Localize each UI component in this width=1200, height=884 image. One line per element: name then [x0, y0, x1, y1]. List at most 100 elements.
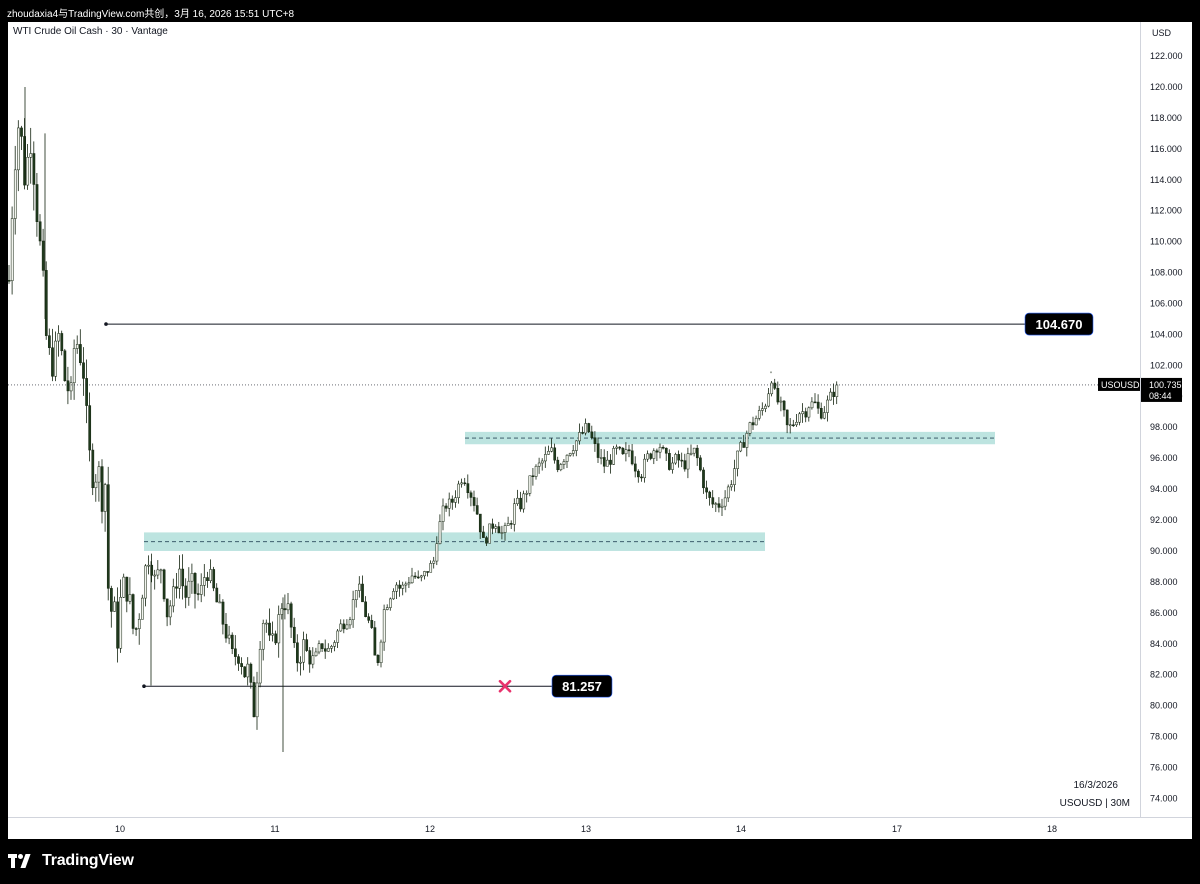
candle-down	[469, 492, 473, 498]
candle-up	[407, 582, 411, 585]
candle-down	[466, 483, 470, 494]
candle-down	[184, 585, 188, 598]
candle-up	[829, 391, 832, 401]
price-tick-label: 118.000	[1150, 113, 1182, 123]
candle-down	[618, 446, 622, 449]
candle-up	[218, 601, 222, 604]
candle-down	[593, 437, 597, 444]
candle-up	[54, 340, 57, 377]
candle-up	[327, 648, 330, 652]
candle-down	[655, 450, 659, 453]
candle-up	[159, 569, 163, 572]
candle-down	[451, 498, 454, 503]
candle-down	[221, 601, 225, 625]
candle-down	[106, 484, 110, 589]
candle-down	[162, 569, 166, 600]
candle-down	[364, 601, 367, 617]
symbol-title[interactable]: WTI Crude Oil Cash · 30 · Vantage	[13, 26, 168, 37]
candle-up	[435, 543, 439, 562]
candle-down	[677, 454, 681, 461]
candle-down	[44, 270, 48, 336]
tradingview-logo[interactable]: TradingView	[8, 851, 134, 871]
candle-up	[795, 421, 798, 426]
candle-down	[125, 576, 129, 602]
candle-down	[193, 573, 197, 594]
candle-up	[94, 481, 98, 489]
candle-up	[420, 575, 423, 578]
candle-down	[51, 347, 54, 377]
candle-up	[723, 497, 727, 507]
candle-up	[733, 468, 736, 485]
price-tick-label: 110.000	[1150, 237, 1182, 247]
price-tick-label: 86.000	[1150, 608, 1178, 618]
candle-down	[478, 513, 482, 533]
candle-down	[816, 401, 820, 409]
candle-up	[265, 622, 268, 625]
candle-up	[299, 661, 302, 664]
candle-down	[320, 643, 324, 649]
candle-up	[29, 153, 33, 158]
price-tick-label: 104.000	[1150, 329, 1183, 339]
candle-down	[587, 423, 591, 433]
candle-down	[268, 622, 271, 636]
candle-up	[271, 633, 274, 636]
candle-up	[147, 564, 150, 567]
candle-up	[730, 484, 733, 488]
candle-down	[289, 603, 293, 628]
candle-up	[286, 603, 290, 611]
share-caption: zhoudaxia4与TradingView.com共创，3月 16, 2026…	[7, 9, 295, 20]
candle-up	[513, 503, 516, 525]
candle-up	[801, 411, 805, 415]
candle-down	[296, 642, 299, 664]
timeframe-caption: USOUSD | 30M	[1060, 798, 1130, 809]
candle-up	[547, 450, 550, 455]
candle-down	[398, 584, 402, 589]
candle-down	[100, 466, 104, 512]
candle-up	[835, 384, 839, 397]
candle-up	[199, 585, 203, 595]
candle-up	[488, 523, 491, 544]
footer-bar: TradingView	[0, 839, 1200, 884]
candle-down	[683, 460, 687, 470]
candle-up	[156, 569, 160, 576]
price-tick-label: 88.000	[1150, 577, 1178, 587]
candle-up	[767, 393, 770, 407]
candle-up	[748, 422, 752, 434]
candle-down	[292, 626, 296, 644]
candle-up	[168, 605, 172, 618]
candle-up	[141, 597, 144, 620]
candle-up	[798, 413, 801, 423]
candle-up	[559, 464, 563, 471]
candle-down	[640, 476, 643, 479]
price-chart[interactable]: USD 122.000 120.000 118.000 116.000 114.000 11…	[8, 22, 1192, 839]
candle-up	[255, 682, 259, 718]
price-tick-label: 76.000	[1150, 763, 1178, 773]
candle-down	[283, 608, 287, 611]
current-price-box	[1141, 377, 1182, 402]
candle-up	[788, 424, 792, 427]
candle-up	[69, 382, 73, 392]
price-tick-label: 116.000	[1150, 144, 1182, 154]
candle-up	[317, 643, 321, 653]
candle-down	[475, 505, 479, 515]
candle-up	[261, 622, 265, 650]
candle-down	[342, 623, 346, 630]
candle-down	[553, 447, 557, 461]
candle-up	[246, 663, 250, 678]
price-tick-label: 92.000	[1150, 515, 1178, 525]
candle-down	[91, 449, 95, 489]
candle-up	[823, 412, 826, 419]
candle-down	[116, 601, 119, 649]
candle-up	[113, 601, 116, 612]
price-tick-label: 94.000	[1150, 484, 1178, 494]
share-header: zhoudaxia4与TradingView.com共创，3月 16, 2026…	[0, 0, 1200, 22]
candle-up	[358, 583, 361, 591]
candle-down	[485, 537, 488, 544]
candle-down	[602, 457, 606, 467]
chart-frame[interactable]: USD 122.000 120.000 118.000 116.000 114.000 11…	[8, 22, 1192, 839]
candle-up	[389, 598, 392, 608]
time-tick-label: 14	[736, 824, 746, 834]
candle-up	[336, 630, 340, 643]
candle-down	[702, 469, 705, 489]
candle-up	[401, 584, 405, 589]
